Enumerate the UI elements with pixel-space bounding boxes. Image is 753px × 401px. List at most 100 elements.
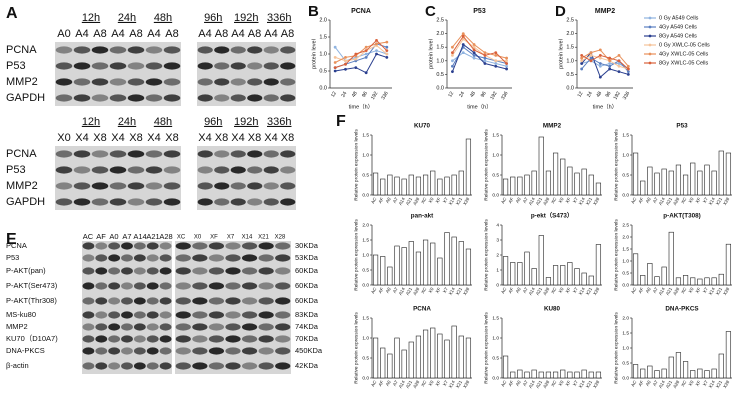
bar <box>725 243 732 286</box>
lane-label: A7 <box>122 232 131 241</box>
y-tick-label: 4 <box>496 222 499 228</box>
bar <box>451 325 457 379</box>
bar <box>560 265 566 286</box>
bar <box>372 172 379 196</box>
blot-band <box>108 297 121 305</box>
blot-band <box>82 282 95 290</box>
time-header: 24h <box>118 12 136 24</box>
series-line <box>334 41 387 63</box>
x-axis-label: time（h） <box>593 103 617 110</box>
y-tick-label: 1.5 <box>319 34 327 40</box>
bar <box>581 272 587 286</box>
bar <box>567 371 573 379</box>
bar <box>574 172 580 196</box>
x-tick-label: AF <box>637 379 644 387</box>
protein-label: DNA-PKCS <box>6 346 45 355</box>
bar <box>718 273 724 286</box>
blot-band <box>146 335 159 343</box>
blot-band <box>275 267 291 275</box>
bar <box>668 356 674 379</box>
lane-label: X28 <box>275 235 286 241</box>
lane-label: X8 <box>129 132 142 144</box>
blot-band <box>127 166 145 174</box>
x-tick-label: A21 <box>665 286 674 296</box>
y-tick-label: 1.5 <box>362 237 369 243</box>
x-tick-label: AF <box>637 196 644 204</box>
bar <box>380 347 386 379</box>
bar <box>538 371 544 379</box>
bar <box>682 361 689 379</box>
x-tick-label: A28 <box>412 379 421 389</box>
x-tick-label: AC <box>370 379 378 388</box>
blot-band <box>225 297 241 305</box>
blot-band <box>208 323 225 331</box>
series-point <box>589 53 593 57</box>
bar <box>560 369 566 379</box>
blot-band <box>263 198 279 206</box>
blot-band <box>145 62 163 70</box>
series-point <box>494 53 498 57</box>
protein-label: MMP2 <box>6 180 38 192</box>
y-axis-label: Relative protein expression levels <box>483 312 489 384</box>
blot-band <box>95 282 108 290</box>
bar <box>531 268 537 286</box>
lane-label: A28 <box>159 232 172 241</box>
x-tick-label: 96 <box>361 90 369 98</box>
y-tick-label: 1.5 <box>492 132 499 138</box>
time-header: 48h <box>154 12 172 24</box>
x-tick-label: XF <box>435 379 442 387</box>
series-point <box>461 43 465 46</box>
time-header: 192h <box>234 12 258 24</box>
blot-background <box>197 146 296 210</box>
blot-band <box>280 46 296 54</box>
time-header: 48h <box>154 116 172 128</box>
blot-band <box>55 182 73 190</box>
blot-band <box>208 362 225 370</box>
bar <box>711 368 717 379</box>
blot-band <box>263 78 279 86</box>
bar <box>690 277 696 286</box>
blot-band <box>163 62 181 70</box>
x-tick-label: AC <box>630 379 638 388</box>
blot-band <box>146 267 159 275</box>
blot-band <box>133 323 146 331</box>
legend-label: 4Gy XWLC-05 Cells <box>659 51 708 57</box>
x-tick-label: X14 <box>708 196 717 206</box>
blot-band <box>225 311 241 319</box>
lane-label: X8 <box>281 132 294 144</box>
blot-band <box>55 166 73 174</box>
x-tick-label: 336 <box>380 90 389 100</box>
blot-band <box>163 78 181 86</box>
lane-label: X21 <box>258 235 269 241</box>
blot-band <box>159 242 172 250</box>
legend-swatch <box>648 16 652 20</box>
bar <box>387 266 393 286</box>
blot-band <box>197 62 213 70</box>
series-point <box>375 42 378 46</box>
lane-label: A8 <box>93 28 106 40</box>
protein-label: PCNA <box>6 148 37 160</box>
series-point <box>505 56 508 60</box>
bar <box>458 335 464 379</box>
blot-band <box>208 254 225 262</box>
blot-band <box>95 335 108 343</box>
series-point <box>617 70 621 74</box>
blot-band <box>133 282 146 290</box>
bar <box>524 251 530 286</box>
bar <box>437 178 443 196</box>
x-tick-label: 96 <box>605 90 613 98</box>
lane-label: X4 <box>111 132 124 144</box>
y-tick-label: 0.5 <box>566 72 574 78</box>
bar <box>595 371 602 379</box>
blot-band <box>127 182 145 190</box>
x-tick-label: A7 <box>652 196 659 204</box>
blot-band <box>280 198 296 206</box>
blot-band <box>95 362 108 370</box>
blot-band <box>55 94 73 102</box>
x-tick-label: A21 <box>535 379 544 389</box>
bar <box>581 369 587 379</box>
y-tick-label: 0.5 <box>362 355 369 361</box>
blot-band <box>192 362 208 370</box>
y-axis-label: Relative protein expression levels <box>483 129 489 201</box>
x-tick-label: XF <box>695 286 702 294</box>
